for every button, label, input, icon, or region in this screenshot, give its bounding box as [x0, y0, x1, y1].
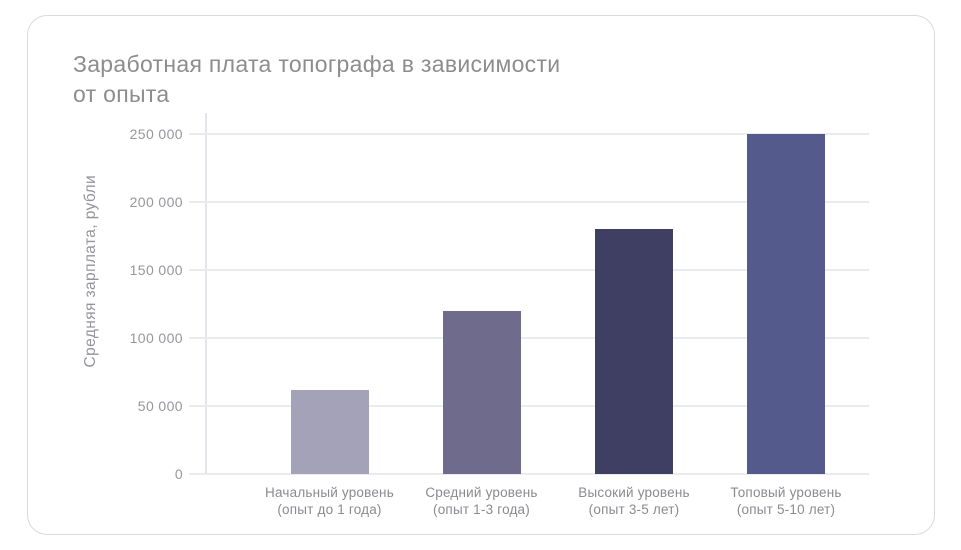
x-category-label: Начальный уровень (опыт до 1 года): [230, 484, 430, 518]
y-tick-label: 0: [174, 466, 183, 482]
x-category-sublabel: (опыт 5-10 лет): [736, 502, 836, 517]
chart-card: Заработная плата топографа в зависимости…: [27, 15, 935, 535]
x-category-name: Высокий уровень: [578, 485, 690, 500]
gridline: [189, 201, 869, 203]
gridline: [189, 337, 869, 339]
bar-4: [747, 134, 825, 474]
y-tick-label: 50 000: [137, 398, 183, 414]
gridline: [189, 473, 869, 475]
y-axis-line: [205, 113, 207, 474]
bar-1: [290, 389, 369, 474]
y-tick-label: 100 000: [129, 330, 183, 346]
y-axis-label: Средняя зарплата, рубли: [68, 121, 114, 421]
x-category-label: Средний уровень (опыт 1-3 года): [382, 484, 582, 518]
x-category-label: Топовый уровень (опыт 5-10 лет): [686, 484, 886, 518]
y-tick-label: 250 000: [129, 126, 183, 142]
x-category-sublabel: (опыт 3-5 лет): [588, 502, 680, 517]
y-tick-label: 200 000: [129, 194, 183, 210]
bar-3: [595, 229, 673, 474]
bar-2: [442, 310, 521, 474]
x-category-sublabel: (опыт до 1 года): [277, 502, 382, 517]
x-category-name: Топовый уровень: [730, 485, 842, 500]
gridline: [189, 133, 869, 135]
y-tick-label: 150 000: [129, 262, 183, 278]
plot-area: 0 50 000 100 000 150 000 200 000 250 000 Начал…: [130, 113, 869, 517]
chart-title: Заработная плата топографа в зависимости…: [73, 49, 560, 109]
y-axis-label-text: Средняя зарплата, рубли: [82, 174, 99, 368]
x-category-name: Средний уровень: [425, 485, 538, 500]
chart-title-line-1: Заработная плата топографа в зависимости: [73, 51, 561, 77]
x-category-sublabel: (опыт 1-3 года): [433, 502, 530, 517]
chart-title-line-2: от опыта: [73, 81, 170, 107]
gridline: [189, 405, 869, 407]
x-category-label: Высокий уровень (опыт 3-5 лет): [534, 484, 734, 518]
gridline: [189, 269, 869, 271]
x-category-name: Начальный уровень: [265, 485, 394, 500]
